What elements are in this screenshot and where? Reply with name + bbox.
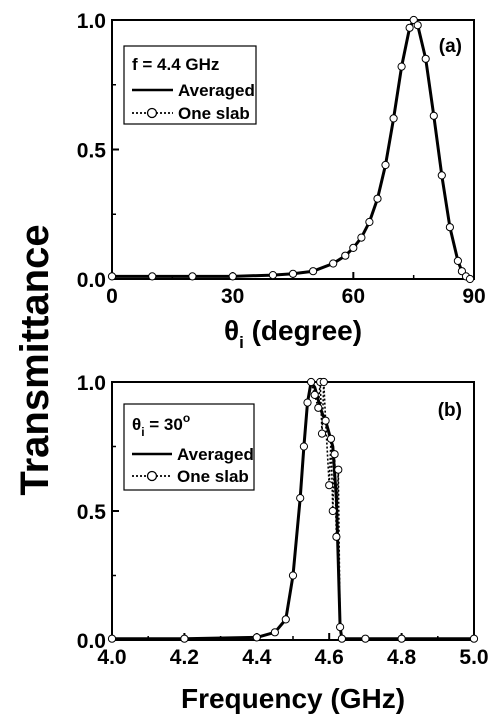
x-tick-label-b-3: 4.6 — [315, 646, 344, 669]
point-b-one-slab-13 — [317, 429, 327, 438]
legend-b: θi = 30o Averaged One slab — [123, 403, 255, 491]
point-b-one-slab-2 — [252, 633, 261, 642]
point-b-one-slab-8 — [303, 398, 312, 407]
x-axis-label-a: θi (degree) — [224, 315, 362, 352]
panel-b-label: (b) — [438, 400, 462, 421]
point-b-one-slab-4 — [281, 615, 290, 624]
point-a-one-slab-5 — [288, 269, 298, 278]
point-a-one-slab-7 — [329, 259, 338, 268]
point-b-one-slab-21 — [334, 465, 343, 474]
series-line-b-one-slab — [112, 381, 474, 640]
point-a-one-slab-14 — [389, 114, 398, 123]
point-a-one-slab-24 — [457, 267, 466, 276]
y-tick-label-b-0: 0.0 — [77, 630, 106, 653]
panel-a-label: (a) — [439, 36, 462, 57]
y-tick-label-a-0: 0.0 — [77, 269, 106, 292]
point-b-one-slab-17 — [326, 434, 336, 443]
point-a-one-slab-12 — [373, 194, 382, 203]
legend-b-title-sub: i — [141, 425, 144, 439]
point-b-one-slab-5 — [288, 571, 298, 580]
legend-a-title: f = 4.4 GHz — [132, 55, 219, 74]
x-axis-label-b: Frequency (GHz) — [181, 683, 405, 714]
x-tick-label-a-3: 90 — [462, 285, 485, 308]
x-tick-label-b-1: 4.2 — [170, 646, 199, 669]
point-b-one-slab-25 — [397, 634, 406, 643]
point-a-one-slab-16 — [405, 23, 414, 32]
x-tick-label-b-2: 4.4 — [242, 646, 272, 669]
point-a-one-slab-21 — [437, 171, 446, 180]
point-a-one-slab-6 — [309, 267, 318, 276]
x-tick-label-a-1: 30 — [221, 285, 244, 308]
point-a-one-slab-10 — [357, 233, 366, 242]
x-tick-label-b-0: 4.0 — [97, 646, 126, 669]
point-b-one-slab-15 — [321, 416, 330, 425]
x-axis-label-a-sub: i — [239, 333, 244, 352]
x-tick-label-a-0: 0 — [106, 285, 118, 308]
point-b-one-slab-10 — [310, 390, 319, 399]
panel-a: 0 30 60 90 0.0 0.5 1.0 (a) f = 4.4 GHz Average… — [77, 10, 486, 352]
legend-b-title-sup: o — [183, 411, 190, 425]
legend-b-title-main: θ — [132, 415, 141, 434]
point-b-one-slab-22 — [336, 623, 345, 632]
x-tick-label-b-4: 4.8 — [387, 646, 417, 669]
point-a-one-slab-20 — [429, 111, 438, 120]
x-tick-label-a-2: 60 — [342, 285, 365, 308]
point-b-one-slab-1 — [180, 634, 189, 643]
x-axis-label-a-main: θ — [224, 315, 239, 346]
point-a-one-slab-11 — [365, 217, 374, 227]
point-b-one-slab-18 — [328, 506, 337, 516]
point-a-one-slab-18 — [413, 21, 422, 30]
point-b-one-slab-11 — [314, 403, 323, 412]
legend-a-box — [123, 45, 257, 125]
point-b-one-slab-19 — [330, 450, 339, 459]
point-a-one-slab-3 — [228, 272, 237, 281]
point-b-one-slab-16 — [325, 481, 334, 490]
y-tick-label-b-1: 0.5 — [77, 501, 107, 524]
legend-b-averaged-label: Averaged — [177, 445, 254, 464]
point-a-one-slab-15 — [397, 62, 406, 71]
point-a-one-slab-1 — [148, 272, 157, 281]
legend-b-title: θi = 30o — [132, 411, 190, 439]
point-a-one-slab-13 — [381, 160, 390, 170]
legend-a: f = 4.4 GHz Averaged One slab — [123, 45, 257, 125]
point-a-one-slab-2 — [188, 272, 197, 281]
point-b-one-slab-26 — [469, 634, 479, 643]
point-a-one-slab-22 — [445, 223, 454, 232]
legend-a-oneslab-marker — [146, 107, 158, 119]
point-a-one-slab-8 — [341, 251, 350, 260]
point-b-one-slab-24 — [361, 634, 370, 643]
y-tick-label-b-2: 1.0 — [77, 372, 106, 395]
point-a-one-slab-9 — [349, 243, 358, 252]
point-b-one-slab-20 — [332, 532, 341, 541]
series-line-a-one-slab — [112, 19, 471, 280]
x-axis-label-a-rest: (degree) — [244, 315, 362, 346]
legend-b-oneslab-marker — [146, 470, 158, 482]
point-a-one-slab-4 — [268, 271, 277, 280]
point-b-one-slab-7 — [299, 442, 308, 451]
y-axis-label: Transmittance — [13, 224, 57, 495]
legend-b-title-rest: = 30 — [145, 415, 183, 434]
point-b-one-slab-6 — [296, 494, 305, 503]
point-a-one-slab-23 — [453, 256, 462, 265]
point-b-one-slab-3 — [270, 628, 279, 637]
x-tick-label-b-5: 5.0 — [459, 646, 488, 669]
point-a-one-slab-26 — [465, 274, 475, 284]
legend-a-averaged-label: Averaged — [178, 81, 255, 100]
point-b-one-slab-14 — [319, 377, 328, 387]
point-b-one-slab-0 — [107, 634, 117, 643]
y-tick-label-a-2: 1.0 — [77, 10, 106, 33]
point-b-one-slab-9 — [307, 377, 316, 387]
point-a-one-slab-19 — [421, 54, 430, 63]
panel-b: 4.0 4.2 4.4 4.6 4.8 5.0 0.0 0.5 1.0 (b) θi = 30o… — [77, 372, 489, 714]
y-tick-label-a-1: 0.5 — [77, 140, 107, 163]
point-a-one-slab-0 — [107, 272, 117, 281]
legend-a-oneslab-label: One slab — [178, 104, 250, 123]
point-b-one-slab-23 — [337, 634, 346, 643]
legend-b-oneslab-label: One slab — [177, 467, 249, 486]
